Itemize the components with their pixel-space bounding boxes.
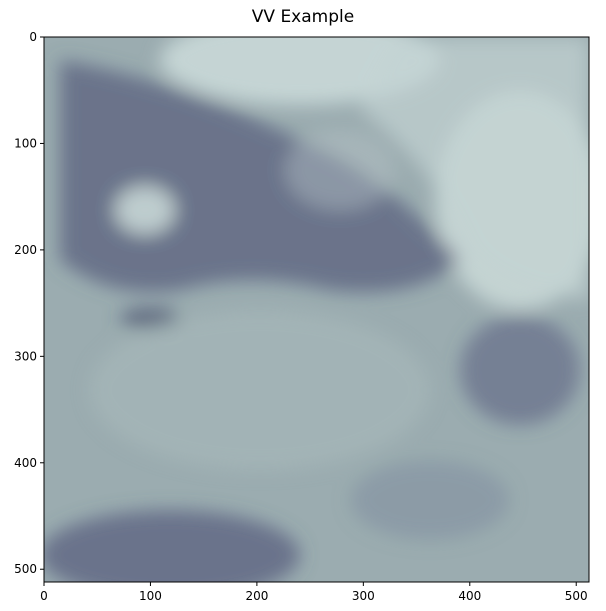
y-tick-label: 500 (14, 562, 37, 576)
x-tick-label: 0 (40, 589, 48, 603)
x-tick-label: 400 (458, 589, 481, 603)
x-tick-label: 100 (139, 589, 162, 603)
sar-image (44, 37, 589, 582)
y-tick-label: 200 (14, 243, 37, 257)
x-tick-label: 500 (565, 589, 588, 603)
x-tick-label: 200 (245, 589, 268, 603)
x-axis: 0 100 200 300 400 500 (40, 582, 588, 603)
x-tick-label: 300 (352, 589, 375, 603)
chart-title: VV Example (252, 7, 354, 27)
plot-frame (43, 36, 590, 583)
y-axis: 0 100 200 300 400 500 (14, 30, 44, 576)
y-tick-label: 0 (29, 30, 37, 44)
y-tick-label: 400 (14, 456, 37, 470)
y-tick-label: 100 (14, 136, 37, 150)
y-tick-label: 300 (14, 349, 37, 363)
